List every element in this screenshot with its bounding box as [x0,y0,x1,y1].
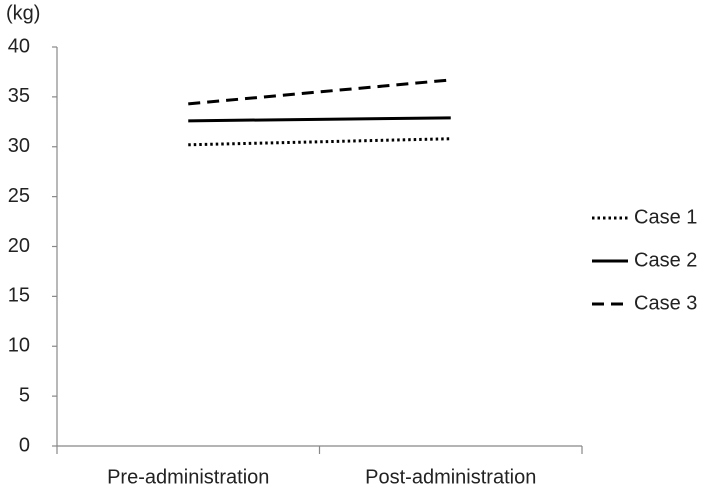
y-tick-label: 40 [8,35,30,57]
y-tick-label: 25 [8,185,30,207]
line [188,78,451,106]
legend-label: Case 1 [634,206,697,228]
line [188,137,451,147]
line [188,116,451,123]
x-tick-label: Post-administration [365,466,536,488]
y-tick-label: 30 [8,135,30,157]
y-tick-label: 10 [8,335,30,357]
y-unit-label: (kg) [6,2,40,24]
legend-label: Case 3 [634,292,697,314]
y-tick-label: 5 [19,384,30,406]
y-tick-label: 35 [8,85,30,107]
y-tick-label: 15 [8,285,30,307]
y-tick-label: 0 [19,434,30,456]
legend-label: Case 2 [634,249,697,271]
y-tick-label: 20 [8,235,30,257]
x-tick-label: Pre-administration [107,466,269,488]
